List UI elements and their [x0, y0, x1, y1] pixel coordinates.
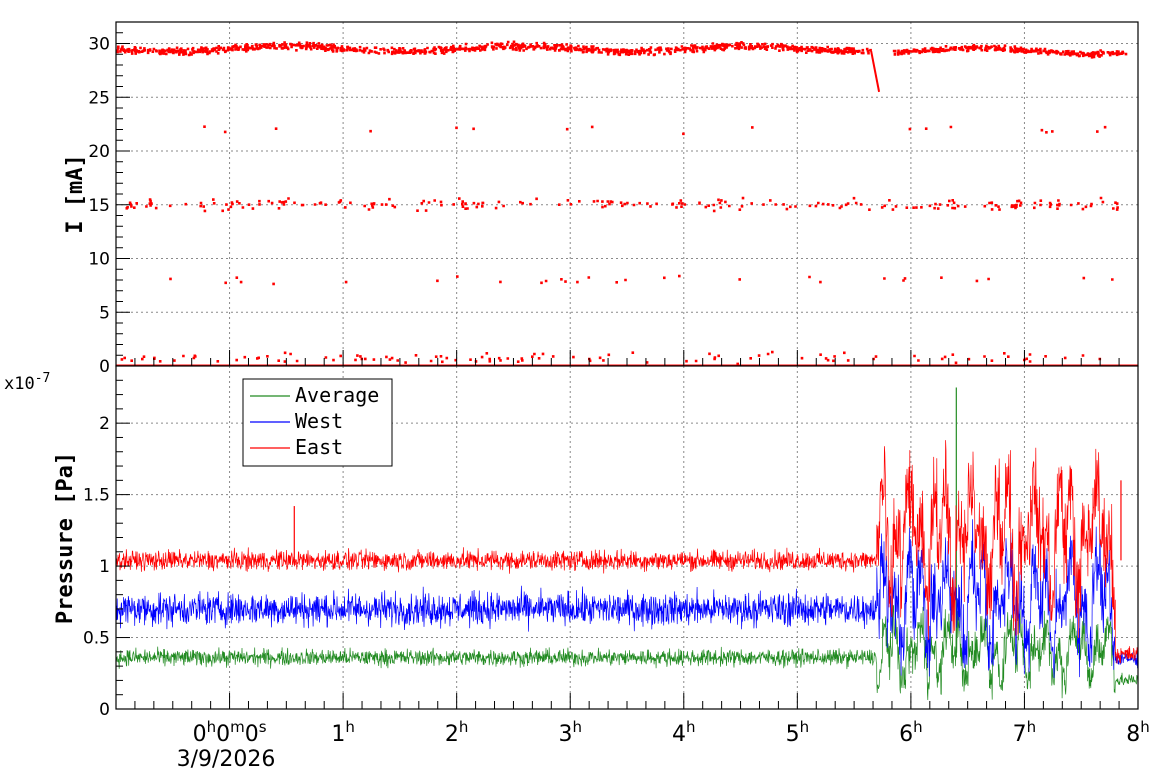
current-y-tick-label: 5 — [99, 303, 110, 323]
pressure-legend: Average West East — [242, 378, 393, 467]
current-y-tick-label: 15 — [88, 196, 110, 216]
time-axis-tick-label: 5h — [786, 718, 810, 747]
legend-label-east: East — [295, 435, 343, 459]
time-axis-ticks: 0h0m0s 1h 2h 3h 4h 5h 6h 7h 8h — [115, 350, 1150, 747]
pressure-y-axis-title: Pressure [Pa] — [53, 452, 78, 624]
current-y-tick-label: 10 — [88, 250, 110, 270]
pressure-y-tick-label: 0.5 — [83, 629, 110, 649]
current-y-axis-title: I [mA] — [63, 154, 88, 233]
current-panel: 0 5 10 15 20 25 30 I [mA] — [63, 21, 1139, 377]
time-axis-tick-label: 1h — [331, 718, 355, 747]
pressure-series-east — [115, 440, 1139, 664]
legend-label-west: West — [295, 409, 343, 433]
current-drop-line — [870, 50, 881, 93]
current-y-tick-label: 30 — [88, 35, 110, 55]
current-y-tick-label: 20 — [88, 142, 110, 162]
pressure-y-tick-label: 1.5 — [83, 486, 110, 506]
current-y-tick-label: 0 — [99, 357, 110, 377]
date-label: 3/9/2026 — [177, 747, 276, 772]
current-plot-area — [116, 22, 1138, 366]
current-y-tick-label: 25 — [88, 88, 110, 108]
time-axis-tick-label: 3h — [558, 718, 582, 747]
pressure-y-tick-label: 2 — [99, 414, 110, 434]
pressure-y-tick-label: 1 — [99, 557, 110, 577]
current-y-ticks: 0 5 10 15 20 25 30 — [88, 21, 130, 377]
current-data-points — [116, 40, 1128, 366]
pressure-series-west — [115, 519, 1139, 679]
time-axis-tick-label: 0h0m0s — [193, 718, 267, 747]
time-axis-tick-label: 2h — [445, 718, 469, 747]
time-axis-tick-label: 8h — [1126, 718, 1150, 747]
time-axis-tick-label: 6h — [899, 718, 923, 747]
pressure-panel: 0 0.5 1 1.5 2 0h0m0s 1h 2h 3h 4h 5h 6h 7h 8h Pressur… — [4, 350, 1150, 772]
pressure-exponent-label: x10-7 — [4, 371, 50, 394]
time-axis-tick-label: 4h — [672, 718, 696, 747]
time-axis-tick-label: 7h — [1013, 718, 1037, 747]
pressure-y-ticks: 0 0.5 1 1.5 2 — [83, 365, 130, 720]
pressure-data — [115, 387, 1139, 701]
pressure-series-average — [115, 604, 1139, 701]
pressure-y-tick-label: 0 — [99, 700, 110, 720]
legend-label-average: Average — [295, 383, 379, 407]
